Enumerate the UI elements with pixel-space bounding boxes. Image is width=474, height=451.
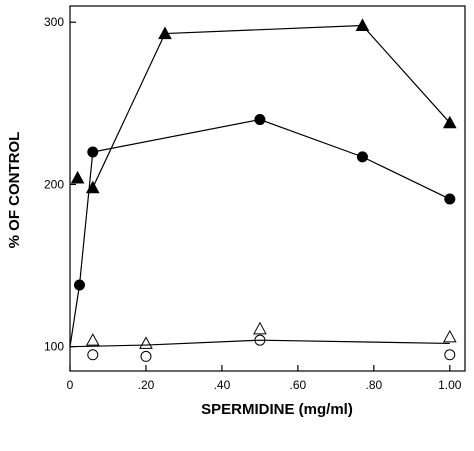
series-line-only bbox=[69, 339, 450, 348]
point-open-circle-1 bbox=[140, 350, 152, 362]
series-line-filled-circle bbox=[69, 118, 451, 347]
point-filled-circle-2 bbox=[87, 146, 99, 158]
x-axis-ticks: 0 .20 .40 .60 .80 1.00 bbox=[67, 365, 462, 392]
point-open-circle-3 bbox=[444, 349, 456, 361]
point-open-circle-0 bbox=[87, 349, 99, 361]
series-layer bbox=[69, 18, 457, 362]
x-tick-label-4: .80 bbox=[366, 378, 383, 392]
point-open-triangle-2 bbox=[253, 321, 267, 335]
point-filled-triangle-3 bbox=[355, 18, 370, 31]
point-filled-circle-1 bbox=[73, 279, 85, 291]
y-tick-label-2: 300 bbox=[44, 15, 64, 29]
point-filled-triangle-4 bbox=[442, 115, 457, 129]
y-tick-label-0: 100 bbox=[44, 340, 64, 354]
point-filled-circle-3 bbox=[254, 114, 266, 126]
point-open-triangle-0 bbox=[85, 333, 100, 346]
point-filled-circle-4 bbox=[356, 151, 368, 163]
plot-frame bbox=[69, 5, 466, 372]
x-tick-label-3: .60 bbox=[290, 378, 307, 392]
x-tick-label-1: .20 bbox=[138, 378, 155, 392]
point-open-triangle-1 bbox=[139, 336, 153, 349]
series-line-filled-triangle bbox=[92, 24, 451, 188]
series-filled-triangle bbox=[70, 18, 457, 194]
point-filled-triangle-0 bbox=[70, 170, 85, 184]
series-line-line-only bbox=[69, 339, 450, 348]
y-tick-label-1: 200 bbox=[44, 177, 64, 191]
x-tick-label-0: 0 bbox=[67, 378, 74, 392]
y-axis-title: % OF CONTROL bbox=[6, 132, 23, 249]
point-filled-triangle-2 bbox=[158, 26, 172, 40]
series-open-circle bbox=[87, 334, 456, 362]
point-open-triangle-3 bbox=[442, 329, 457, 343]
series-filled-circle bbox=[69, 114, 456, 347]
y-axis-ticks: 100 200 300 bbox=[44, 15, 76, 354]
point-filled-circle-5 bbox=[444, 193, 456, 205]
x-tick-label-5: 1.00 bbox=[438, 378, 462, 392]
x-axis-title: SPERMIDINE (mg/ml) bbox=[201, 401, 353, 418]
x-tick-label-2: .40 bbox=[214, 378, 231, 392]
